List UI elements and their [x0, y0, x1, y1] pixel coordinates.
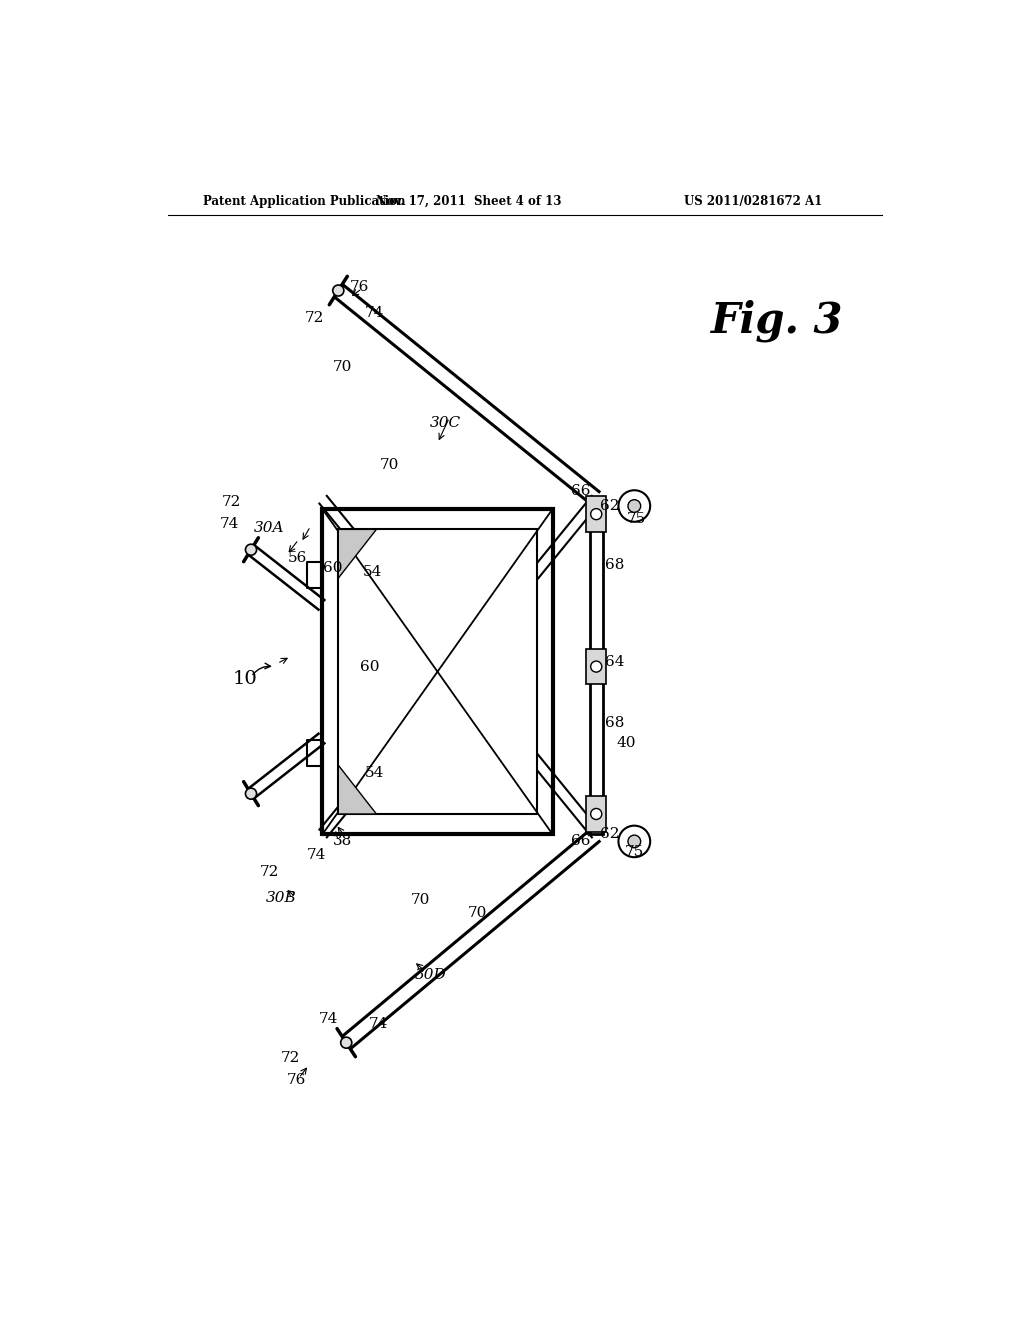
Bar — [587, 496, 606, 532]
Text: 54: 54 — [362, 565, 382, 579]
Text: 76: 76 — [287, 1073, 306, 1088]
Circle shape — [628, 500, 641, 512]
Text: 60: 60 — [360, 660, 380, 673]
Bar — [587, 649, 606, 684]
Text: 76: 76 — [350, 280, 370, 294]
Text: 72: 72 — [281, 1051, 300, 1065]
Circle shape — [246, 544, 257, 556]
Text: 30B: 30B — [266, 891, 297, 906]
Bar — [625, 498, 644, 515]
Bar — [590, 499, 602, 834]
Bar — [625, 833, 644, 850]
Text: 56: 56 — [288, 550, 307, 565]
Circle shape — [591, 661, 602, 672]
Circle shape — [618, 825, 650, 857]
Text: 68: 68 — [605, 715, 625, 730]
Circle shape — [618, 490, 650, 521]
Text: Fig. 3: Fig. 3 — [712, 300, 844, 342]
Circle shape — [333, 285, 344, 296]
Text: 72: 72 — [305, 312, 325, 325]
Text: 64: 64 — [605, 655, 625, 668]
Text: 38: 38 — [333, 834, 352, 849]
Text: Patent Application Publication: Patent Application Publication — [204, 194, 406, 207]
Text: 66: 66 — [570, 834, 590, 849]
Circle shape — [246, 788, 257, 799]
Text: 66: 66 — [570, 483, 590, 498]
Text: 74: 74 — [365, 306, 384, 319]
Text: 70: 70 — [333, 360, 352, 374]
Text: 60: 60 — [323, 561, 342, 576]
Text: 74: 74 — [369, 1018, 388, 1031]
Text: 74: 74 — [307, 847, 327, 862]
Polygon shape — [338, 766, 377, 814]
Circle shape — [341, 1038, 352, 1048]
Text: 30C: 30C — [430, 416, 461, 430]
Text: Nov. 17, 2011  Sheet 4 of 13: Nov. 17, 2011 Sheet 4 of 13 — [377, 194, 562, 207]
Text: 62: 62 — [600, 499, 620, 513]
Text: 10: 10 — [233, 669, 258, 688]
Polygon shape — [338, 529, 377, 578]
Text: 40: 40 — [616, 735, 636, 750]
Text: 30A: 30A — [254, 521, 285, 536]
Text: 70: 70 — [411, 894, 430, 907]
FancyBboxPatch shape — [338, 529, 537, 814]
Text: 75: 75 — [627, 512, 645, 527]
Circle shape — [591, 808, 602, 820]
Circle shape — [591, 508, 602, 520]
Circle shape — [628, 836, 641, 847]
Text: 62: 62 — [600, 828, 620, 841]
Text: 72: 72 — [221, 495, 241, 510]
Text: 68: 68 — [605, 558, 625, 572]
Text: 74: 74 — [220, 517, 240, 532]
Text: 74: 74 — [318, 1012, 338, 1026]
Text: 72: 72 — [259, 865, 279, 879]
FancyBboxPatch shape — [323, 510, 553, 834]
Text: 70: 70 — [380, 458, 399, 473]
Text: 75: 75 — [625, 845, 644, 858]
Bar — [587, 796, 606, 832]
Text: 54: 54 — [365, 767, 384, 780]
Text: US 2011/0281672 A1: US 2011/0281672 A1 — [684, 194, 822, 207]
Text: 70: 70 — [468, 906, 486, 920]
Text: 30D: 30D — [416, 968, 447, 982]
